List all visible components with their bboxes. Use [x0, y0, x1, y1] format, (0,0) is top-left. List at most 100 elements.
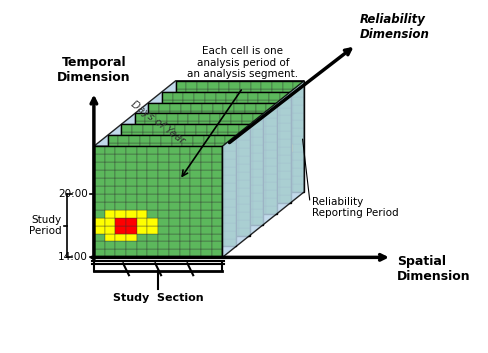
Polygon shape: [224, 174, 234, 182]
Polygon shape: [121, 220, 132, 228]
Polygon shape: [194, 92, 205, 100]
Polygon shape: [190, 250, 201, 257]
Polygon shape: [239, 132, 250, 140]
Polygon shape: [145, 169, 156, 177]
Polygon shape: [126, 194, 137, 202]
Polygon shape: [167, 114, 178, 121]
Text: Reliability
Dimension: Reliability Dimension: [360, 13, 429, 41]
Polygon shape: [186, 160, 197, 168]
Polygon shape: [196, 124, 207, 132]
Polygon shape: [199, 193, 210, 201]
Polygon shape: [181, 206, 191, 214]
Polygon shape: [129, 207, 140, 215]
Polygon shape: [251, 104, 262, 113]
Polygon shape: [185, 124, 196, 132]
Polygon shape: [164, 212, 175, 220]
Polygon shape: [226, 147, 237, 155]
Polygon shape: [208, 89, 219, 97]
Polygon shape: [188, 185, 199, 193]
Polygon shape: [148, 198, 159, 206]
Polygon shape: [229, 97, 240, 104]
Polygon shape: [216, 115, 226, 124]
Polygon shape: [259, 131, 269, 139]
Polygon shape: [147, 202, 158, 210]
Polygon shape: [118, 151, 129, 159]
Polygon shape: [156, 217, 167, 225]
Polygon shape: [170, 198, 181, 206]
Polygon shape: [242, 185, 253, 193]
Polygon shape: [240, 120, 251, 128]
Polygon shape: [194, 195, 205, 203]
Polygon shape: [210, 217, 221, 225]
Polygon shape: [188, 201, 199, 209]
Polygon shape: [251, 97, 262, 104]
Polygon shape: [175, 124, 185, 132]
Polygon shape: [193, 151, 204, 159]
Polygon shape: [280, 124, 290, 131]
Polygon shape: [197, 160, 208, 168]
Polygon shape: [180, 162, 190, 170]
Polygon shape: [224, 166, 234, 174]
Polygon shape: [216, 92, 226, 100]
Polygon shape: [253, 145, 264, 153]
Polygon shape: [234, 126, 245, 134]
Polygon shape: [221, 161, 231, 169]
Polygon shape: [132, 220, 142, 228]
Polygon shape: [219, 81, 229, 89]
Polygon shape: [221, 185, 231, 193]
Polygon shape: [148, 126, 159, 134]
Polygon shape: [183, 155, 194, 163]
Polygon shape: [212, 250, 223, 257]
Polygon shape: [159, 119, 170, 126]
Polygon shape: [150, 239, 161, 246]
Polygon shape: [169, 186, 180, 194]
Polygon shape: [259, 195, 269, 203]
Polygon shape: [159, 206, 170, 214]
Polygon shape: [191, 166, 202, 174]
Polygon shape: [262, 152, 272, 160]
Polygon shape: [201, 210, 212, 218]
Polygon shape: [237, 124, 248, 131]
Polygon shape: [269, 179, 280, 187]
Polygon shape: [199, 169, 210, 177]
Polygon shape: [226, 155, 237, 163]
Polygon shape: [199, 209, 210, 217]
Polygon shape: [167, 209, 178, 217]
Polygon shape: [194, 155, 205, 163]
Polygon shape: [148, 166, 159, 174]
Polygon shape: [167, 185, 178, 193]
Polygon shape: [137, 226, 147, 234]
Polygon shape: [234, 103, 245, 110]
Polygon shape: [191, 174, 202, 182]
Polygon shape: [266, 206, 277, 214]
Polygon shape: [251, 120, 262, 128]
Polygon shape: [183, 139, 194, 147]
Polygon shape: [210, 161, 221, 169]
Polygon shape: [219, 152, 229, 160]
Polygon shape: [259, 108, 269, 115]
Polygon shape: [225, 167, 236, 175]
Polygon shape: [161, 143, 172, 151]
Polygon shape: [228, 172, 239, 180]
Polygon shape: [188, 217, 199, 225]
Polygon shape: [229, 144, 240, 152]
Polygon shape: [183, 191, 193, 199]
Polygon shape: [137, 154, 147, 162]
Polygon shape: [162, 171, 173, 179]
Polygon shape: [176, 160, 186, 168]
Polygon shape: [225, 239, 236, 246]
Polygon shape: [229, 128, 240, 136]
Polygon shape: [280, 131, 290, 139]
Polygon shape: [170, 126, 181, 134]
Polygon shape: [186, 136, 197, 144]
Polygon shape: [145, 193, 156, 201]
Polygon shape: [167, 193, 178, 201]
Polygon shape: [137, 170, 147, 178]
Polygon shape: [280, 171, 290, 179]
Polygon shape: [147, 210, 158, 218]
Polygon shape: [135, 177, 145, 185]
Polygon shape: [162, 108, 173, 115]
Polygon shape: [181, 158, 191, 166]
Polygon shape: [204, 167, 215, 175]
Polygon shape: [140, 223, 150, 231]
